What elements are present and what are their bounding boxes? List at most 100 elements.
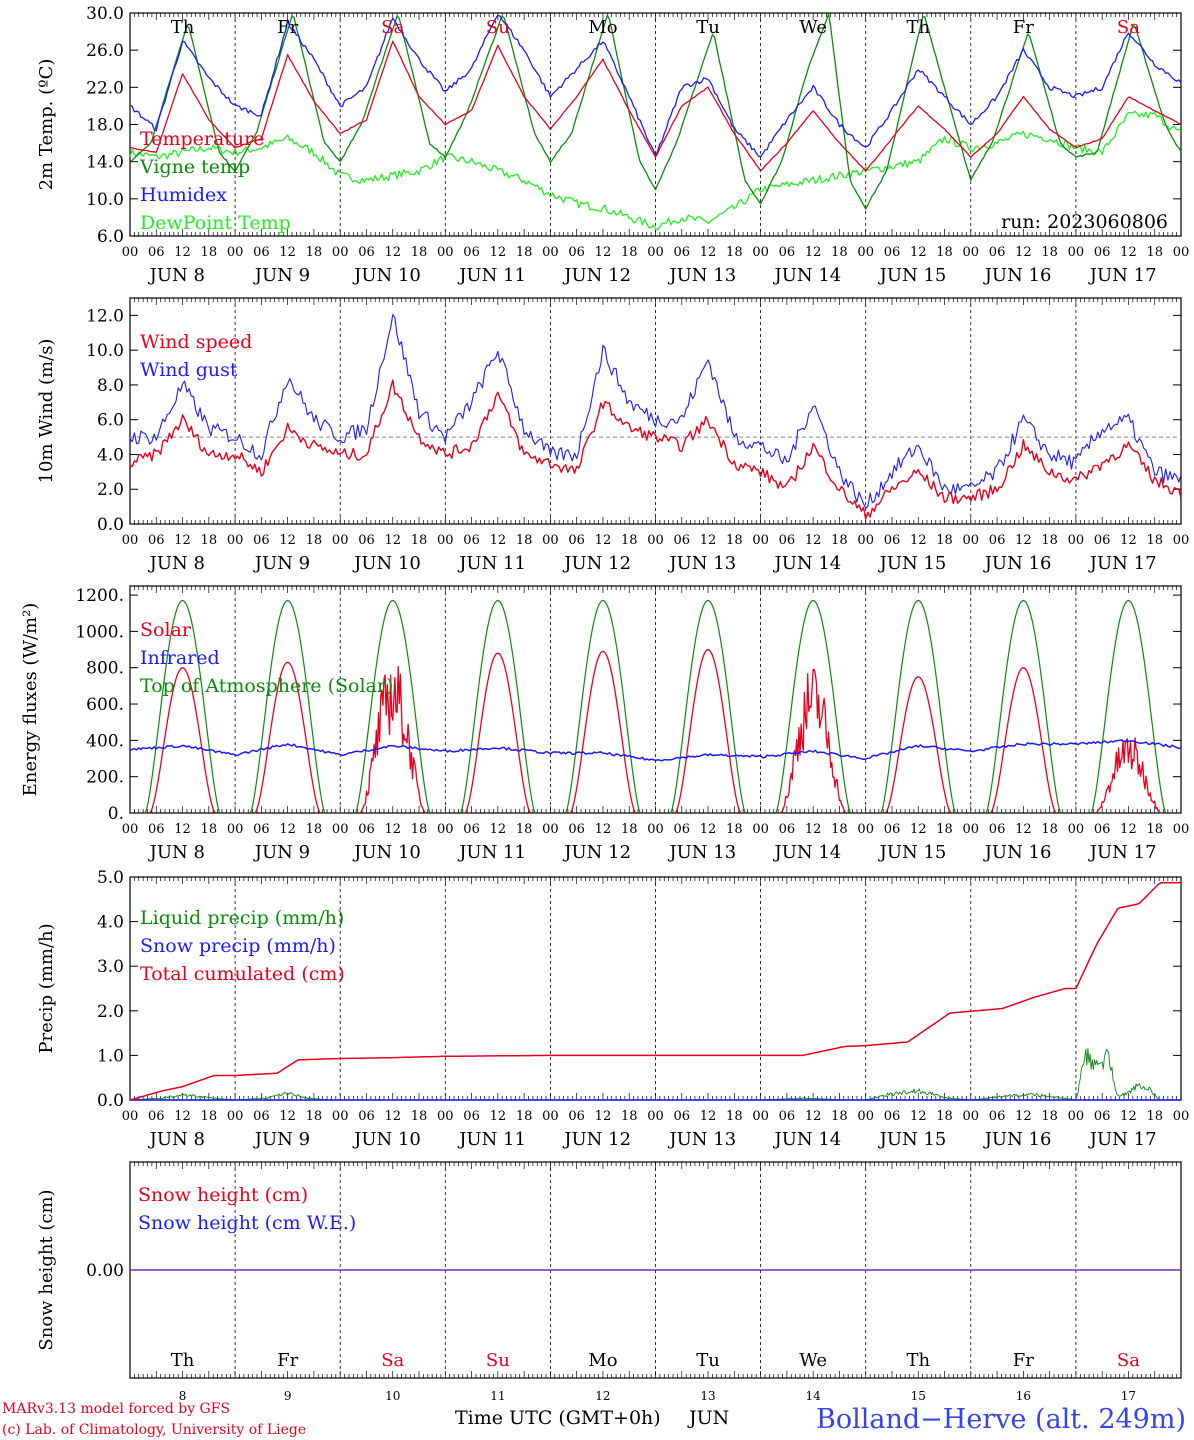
location-label: Bolland−Herve (alt. 249m): [816, 1404, 1186, 1435]
temp-panel-day-abbr: Sa: [1117, 17, 1140, 38]
energy-panel-date-label: JUN 15: [878, 842, 947, 863]
wind-panel-ytick-label: 4.0: [97, 445, 124, 465]
temp-panel-hour-label: 06: [1094, 245, 1111, 260]
energy-panel-date-label: JUN 10: [352, 842, 421, 863]
wind-panel-date-label: JUN 15: [878, 553, 947, 574]
energy-panel-hour-label: 06: [568, 822, 585, 837]
precip-panel-hour-label: 18: [201, 1109, 218, 1124]
energy-panel-hour-label: 00: [963, 822, 980, 837]
temp-panel-legend-entry: Vigne temp: [139, 156, 250, 178]
temp-panel-series-line: [129, 110, 1182, 231]
energy-panel-hour-label: 00: [647, 822, 664, 837]
wind-panel-hour-label: 00: [437, 533, 454, 548]
precip-panel-date-label: JUN 8: [148, 1129, 205, 1150]
wind-panel-hour-label: 12: [490, 533, 507, 548]
energy-panel-hour-label: 12: [1120, 822, 1137, 837]
energy-panel-solar-curve: [464, 652, 532, 814]
temp-panel-ytick-label: 6.0: [97, 227, 124, 247]
precip-panel-hour-label: 12: [805, 1109, 822, 1124]
precip-panel-hour-label: 06: [674, 1109, 691, 1124]
precip-panel-hour-label: 18: [1146, 1109, 1163, 1124]
precip-panel-ytick-label: 1.0: [97, 1046, 124, 1066]
energy-panel-date-label: JUN 17: [1088, 842, 1157, 863]
energy-panel-toa-curve: [880, 599, 957, 814]
temp-panel-hour-label: 12: [490, 245, 507, 260]
energy-panel-hour-label: 12: [1015, 822, 1032, 837]
wind-panel-hour-label: 00: [963, 533, 980, 548]
energy-panel-hour-label: 12: [490, 822, 507, 837]
energy-panel-hour-label: 00: [857, 822, 874, 837]
snow-panel-date-label: 8: [179, 1389, 187, 1403]
energy-panel-hour-label: 12: [279, 822, 296, 837]
snow-panel-date-label: 14: [806, 1389, 822, 1403]
temp-panel-hour-label: 18: [936, 245, 953, 260]
temp-panel-hour-label: 12: [805, 245, 822, 260]
temp-panel-hour-label: 18: [201, 245, 218, 260]
precip-panel-hour-label: 18: [516, 1109, 533, 1124]
wind-panel-ytick-label: 2.0: [97, 480, 124, 500]
energy-panel-toa-curve: [775, 599, 851, 814]
energy-panel-hour-label: 06: [358, 822, 375, 837]
energy-panel-toa-curve: [354, 599, 431, 814]
temp-panel-date-label: JUN 17: [1088, 265, 1157, 286]
energy-panel-hour-label: 06: [1094, 822, 1111, 837]
snow-panel-date-label: 16: [1016, 1389, 1031, 1403]
energy-panel-date-label: JUN 11: [457, 842, 526, 863]
energy-panel-hour-label: 06: [989, 822, 1006, 837]
temp-panel-hour-label: 06: [358, 245, 375, 260]
wind-panel-hour-label: 00: [857, 533, 874, 548]
precip-panel-total-line: [129, 882, 1181, 1101]
temp-panel-legend-entry: DewPoint Temp: [140, 212, 291, 234]
precip-panel-hour-label: 00: [437, 1109, 454, 1124]
wind-panel-hour-label: 12: [910, 533, 927, 548]
temp-panel-ytick-label: 22.0: [86, 78, 124, 98]
precip-panel-hour-label: 06: [779, 1109, 796, 1124]
wind-panel-hour-label: 12: [1120, 533, 1137, 548]
temp-panel-hour-label: 18: [1146, 245, 1163, 260]
precip-panel-hour-label: 06: [884, 1109, 901, 1124]
wind-panel-hour-label: 12: [279, 533, 296, 548]
energy-panel-legend-entry: Top of Atmosphere (Solar): [140, 675, 393, 697]
temp-panel-hour-label: 06: [568, 245, 585, 260]
wind-panel-ytick-label: 0.0: [97, 515, 124, 535]
snow-panel-day-abbr: We: [799, 1350, 827, 1371]
energy-panel-hour-label: 18: [516, 822, 533, 837]
snow-panel-legend-entry: Snow height (cm): [138, 1184, 308, 1206]
temp-panel-day-abbr: Su: [486, 17, 510, 38]
temp-panel-ytick-label: 14.0: [86, 153, 124, 173]
wind-panel-date-label: JUN 11: [457, 553, 526, 574]
temp-panel-hour-label: 00: [437, 245, 454, 260]
energy-panel-hour-label: 18: [726, 822, 743, 837]
snow-panel-day-abbr: Th: [171, 1350, 195, 1371]
temp-panel-date-label: JUN 15: [878, 265, 947, 286]
temp-panel-hour-label: 00: [857, 245, 874, 260]
energy-panel-date-label: JUN 14: [773, 842, 842, 863]
wind-panel-ytick-label: 8.0: [97, 376, 124, 396]
precip-panel-date-label: JUN 9: [253, 1129, 310, 1150]
temp-panel-date-label: JUN 12: [562, 265, 631, 286]
precip-panel-legend-entry: Total cumulated (cm): [140, 963, 345, 985]
temp-panel-day-abbr: Mo: [588, 17, 617, 38]
precip-panel-date-label: JUN 15: [878, 1129, 947, 1150]
precip-panel-hour-label: 18: [936, 1109, 953, 1124]
energy-panel-ytick-label: 400.: [86, 731, 124, 751]
wind-panel-hour-label: 06: [989, 533, 1006, 548]
temp-panel-day-abbr: We: [799, 17, 827, 38]
temp-panel-ytick-label: 18.0: [86, 116, 124, 136]
temp-panel-hour-label: 00: [332, 245, 349, 260]
temp-panel-day-abbr: Th: [906, 17, 930, 38]
temp-panel-hour-label: 06: [884, 245, 901, 260]
snow-panel-date-label: 9: [284, 1389, 292, 1403]
wind-panel-hour-label: 00: [752, 533, 769, 548]
energy-panel-hour-label: 18: [831, 822, 848, 837]
energy-panel-hour-label: 00: [332, 822, 349, 837]
temp-panel-ylabel: 2m Temp. (ºC): [36, 59, 57, 191]
wind-panel-hour-label: 06: [884, 533, 901, 548]
temp-panel-hour-label: 06: [463, 245, 480, 260]
energy-panel-solar-curve: [1095, 737, 1162, 814]
energy-panel-solar-curve: [569, 650, 637, 814]
energy-panel-date-label: JUN 12: [562, 842, 631, 863]
energy-panel-ylabel: Energy fluxes (W/m²): [20, 603, 41, 797]
wind-panel-hour-label: 00: [1068, 533, 1085, 548]
wind-panel-hour-label: 18: [411, 533, 428, 548]
